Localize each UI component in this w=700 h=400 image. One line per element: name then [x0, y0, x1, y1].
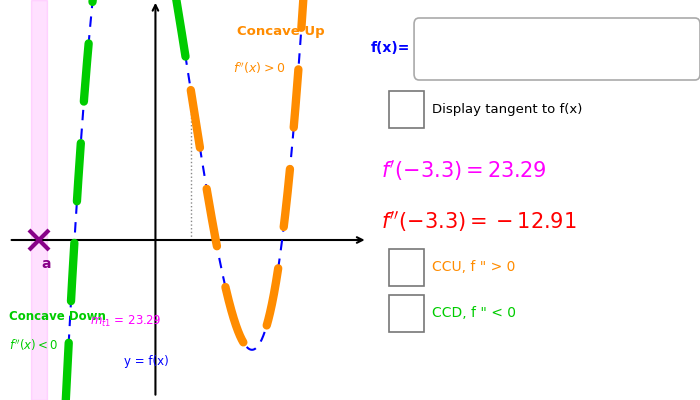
- Text: $f''(x) < 0$: $f''(x) < 0$: [9, 338, 58, 353]
- Text: Concave Down: Concave Down: [9, 310, 106, 323]
- Text: $m_{t1}$ = 23.29: $m_{t1}$ = 23.29: [90, 314, 162, 329]
- FancyBboxPatch shape: [389, 295, 424, 332]
- Text: ✓: ✓: [393, 306, 406, 321]
- Text: f(x)=: f(x)=: [371, 41, 410, 55]
- Text: $f'(-3.3) = 23.29$: $f'(-3.3) = 23.29$: [381, 158, 546, 182]
- Text: CCD, f " < 0: CCD, f " < 0: [433, 306, 517, 320]
- Text: 0.5 (x + 2) (x - 1) (x - 4) + 3: 0.5 (x + 2) (x - 1) (x - 4) + 3: [424, 42, 601, 54]
- Text: Concave Up: Concave Up: [237, 25, 324, 38]
- FancyBboxPatch shape: [389, 91, 424, 128]
- Text: ✓: ✓: [393, 260, 406, 275]
- Text: Display tangent to f(x): Display tangent to f(x): [433, 103, 582, 116]
- Text: $f''(x) > 0$: $f''(x) > 0$: [233, 60, 286, 76]
- FancyBboxPatch shape: [414, 18, 700, 80]
- FancyBboxPatch shape: [389, 249, 424, 286]
- Text: CCU, f " > 0: CCU, f " > 0: [433, 260, 516, 274]
- Text: a: a: [41, 256, 51, 270]
- Text: ✓: ✓: [393, 102, 406, 117]
- Text: $f''(-3.3) = -12.91$: $f''(-3.3) = -12.91$: [381, 210, 576, 234]
- Text: y = f(x): y = f(x): [124, 355, 169, 368]
